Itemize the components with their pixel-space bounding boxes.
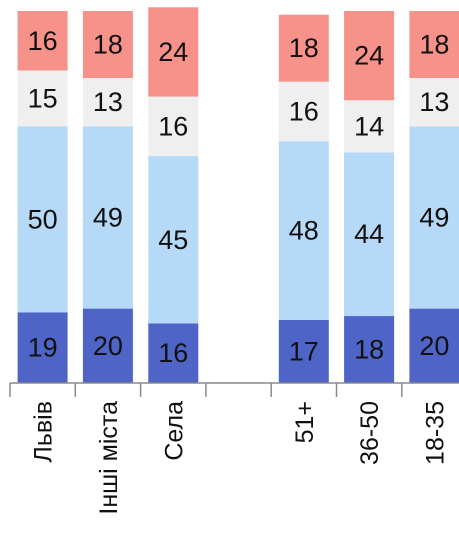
segment-labels-layer: 19 50 15 16 20 49 13 18 16 45 16 24 17 48 16 18 18 44 14 24… [28, 26, 450, 368]
segment-value-label: 18 [289, 33, 319, 63]
segment-value-label: 20 [419, 331, 449, 361]
segment-value-label: 16 [289, 96, 319, 126]
segment-value-label: 18 [93, 30, 123, 60]
segment-value-label: 13 [93, 87, 123, 117]
segment-value-label: 19 [28, 333, 58, 363]
segment-value-label: 16 [158, 111, 188, 141]
bar-segment [17, 70, 68, 127]
bar-segment [344, 316, 395, 383]
bar-segment [148, 96, 199, 157]
bar-segment [409, 11, 459, 78]
category-label: Села [160, 401, 188, 461]
bar-segment [82, 11, 133, 78]
bar-segment [344, 152, 395, 317]
segment-value-label: 15 [28, 83, 58, 113]
segment-value-label: 48 [289, 216, 319, 246]
bar-segment [148, 323, 199, 383]
segment-value-label: 18 [419, 30, 449, 60]
segment-value-label: 13 [419, 87, 449, 117]
category-label: 18-35 [421, 401, 449, 465]
bar-segment [278, 141, 329, 320]
segment-value-label: 50 [28, 204, 58, 234]
segment-value-label: 17 [289, 336, 319, 366]
segment-value-label: 18 [354, 335, 384, 365]
category-label: 36-50 [356, 401, 384, 465]
bar-segment [17, 11, 68, 71]
bar-segment [344, 100, 395, 153]
segment-value-label: 44 [354, 219, 384, 249]
segment-value-label: 20 [93, 331, 123, 361]
category-labels-layer: Львів Інші міста Села 51+ 36-50 18-35 [30, 401, 450, 515]
bar-segment [344, 11, 395, 101]
bars-layer [17, 7, 459, 383]
category-label: 51+ [291, 401, 319, 443]
bar-segment [409, 78, 459, 127]
segment-value-label: 49 [93, 203, 123, 233]
bar-segment [409, 126, 459, 309]
segment-value-label: 24 [354, 41, 384, 71]
category-label: Львів [30, 401, 58, 463]
segment-value-label: 16 [28, 26, 58, 56]
bar-segment [82, 308, 133, 383]
bar-segment [278, 14, 329, 82]
bar-segment [17, 126, 68, 313]
bar-segment [82, 78, 133, 127]
bar-segment [148, 7, 199, 97]
bar-segment [278, 319, 329, 383]
segment-value-label: 45 [158, 225, 188, 255]
category-axis [9, 382, 459, 397]
segment-value-label: 14 [354, 111, 384, 141]
category-label: Інші міста [95, 401, 123, 515]
bar-segment [17, 312, 68, 383]
bar-segment [278, 81, 329, 142]
segment-value-label: 24 [158, 37, 188, 67]
bar-segment [82, 126, 133, 309]
segment-value-label: 16 [158, 338, 188, 368]
bar-segment [148, 156, 199, 324]
bar-segment [409, 308, 459, 383]
segment-value-label: 49 [419, 203, 449, 233]
